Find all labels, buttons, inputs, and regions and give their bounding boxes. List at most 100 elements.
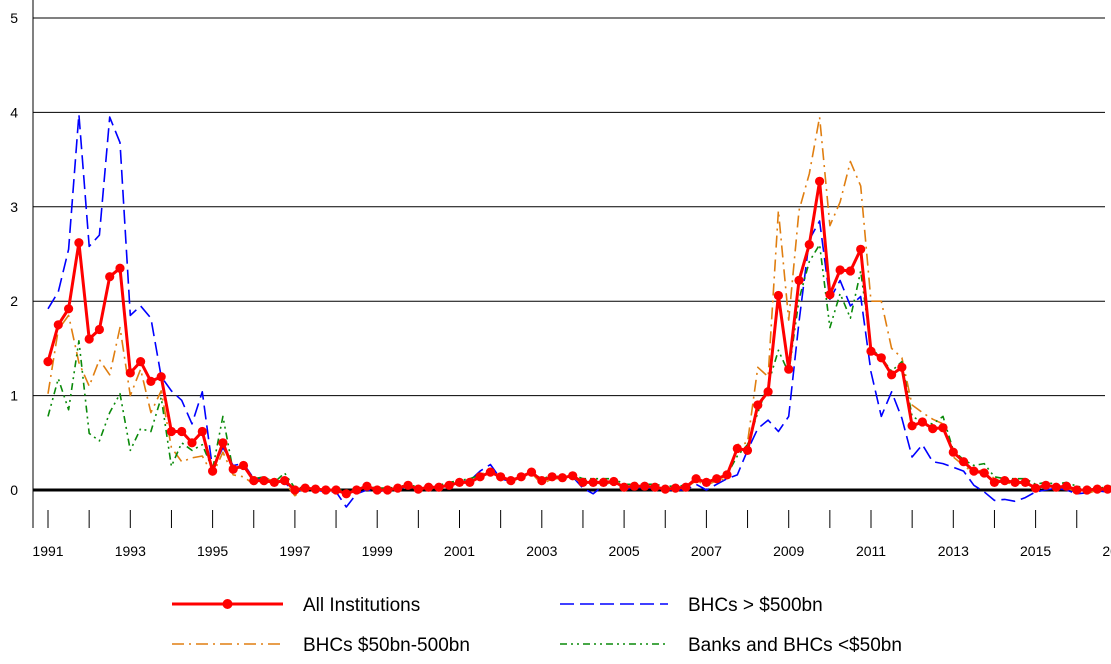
x-tick-label: 1997	[279, 543, 310, 559]
data-point	[876, 353, 886, 363]
data-point	[177, 426, 187, 437]
y-tick-label: 1	[10, 388, 18, 404]
y-tick-label: 4	[10, 104, 18, 120]
series-banks-and-bhcs-50bn	[47, 243, 1111, 491]
data-point	[969, 466, 979, 476]
x-tick-label: 2017	[1102, 543, 1111, 559]
data-point	[598, 477, 609, 487]
data-point	[341, 489, 351, 499]
data-point	[722, 470, 732, 480]
data-point	[444, 480, 454, 490]
data-point	[434, 482, 444, 492]
data-point	[928, 424, 938, 434]
grid-lines	[33, 17, 1105, 492]
data-point	[238, 460, 249, 471]
x-tick-label: 2007	[691, 543, 722, 559]
data-point	[269, 477, 279, 487]
y-tick-label: 2	[10, 293, 18, 309]
data-point	[84, 334, 94, 344]
data-point	[712, 474, 722, 484]
data-point	[280, 476, 290, 486]
data-point	[917, 417, 928, 427]
data-point	[393, 483, 403, 493]
data-point	[290, 485, 300, 495]
data-point	[660, 484, 670, 494]
legend-marker	[222, 599, 233, 609]
data-point	[650, 482, 660, 492]
data-point	[43, 357, 53, 367]
data-point	[887, 370, 897, 380]
data-point	[948, 447, 958, 457]
legend-item: BHCs $50bn-500bn	[172, 635, 470, 656]
data-point	[115, 263, 125, 273]
data-point	[310, 484, 321, 494]
data-point	[74, 238, 84, 248]
data-point	[249, 476, 259, 486]
x-tick-label: 2009	[773, 543, 804, 559]
data-point	[352, 485, 362, 495]
data-point	[629, 481, 640, 491]
legend-item: All Institutions	[172, 595, 420, 616]
x-tick-label: 2013	[938, 543, 969, 559]
data-point	[907, 421, 917, 431]
data-point	[753, 400, 763, 410]
data-point	[1041, 480, 1051, 490]
data-point	[763, 387, 773, 397]
x-tick-label: 2011	[856, 543, 886, 559]
data-point	[856, 244, 866, 254]
data-point	[208, 466, 218, 476]
data-point	[413, 484, 423, 494]
data-point	[166, 426, 176, 437]
legend-label: Banks and BHCs <$50bn	[688, 635, 902, 656]
data-point	[187, 438, 197, 448]
data-point	[403, 480, 413, 490]
data-point	[989, 477, 1000, 487]
data-point	[815, 176, 825, 186]
series-layer	[43, 113, 1111, 508]
data-point	[681, 482, 691, 492]
data-point	[228, 464, 238, 474]
data-point	[321, 485, 331, 495]
data-point	[516, 472, 526, 482]
x-axis: 1991 1993 1995 1997 1999 2001 2003 2005 2007 2009…	[32, 510, 1111, 559]
data-point	[959, 457, 969, 467]
data-point	[897, 362, 907, 372]
data-point	[691, 474, 701, 484]
y-axis: 0 1 2 3 4 5	[10, 0, 34, 528]
x-tick-label: 1999	[362, 543, 393, 559]
data-point	[1082, 485, 1092, 495]
data-point	[465, 477, 475, 487]
data-point	[197, 426, 207, 437]
data-point	[588, 477, 598, 487]
data-point	[496, 472, 506, 482]
data-point	[454, 477, 465, 487]
data-point	[218, 438, 228, 448]
legend: All Institutions BHCs > $500bn BHCs $50bn-…	[172, 595, 902, 656]
x-tick-label: 2003	[526, 543, 557, 559]
data-point	[804, 240, 814, 250]
data-point	[331, 485, 341, 495]
data-point	[1072, 485, 1082, 495]
data-point	[557, 473, 568, 483]
data-point	[640, 481, 650, 491]
data-point	[300, 483, 310, 493]
data-point	[424, 482, 434, 492]
data-point	[125, 368, 135, 378]
series-all-institutions	[43, 176, 1111, 499]
data-point	[372, 485, 382, 495]
legend-item: Banks and BHCs <$50bn	[560, 635, 902, 656]
data-point	[732, 443, 742, 454]
series-line	[46, 179, 1111, 496]
data-point	[136, 357, 146, 367]
series-line	[47, 243, 1111, 491]
data-point	[619, 482, 629, 492]
data-point	[1020, 477, 1030, 487]
y-tick-label: 3	[10, 199, 18, 215]
x-tick-label: 2005	[609, 543, 640, 559]
x-tick-label: 1995	[197, 543, 228, 559]
series-bhcs-500bn	[47, 113, 1111, 508]
data-point	[1103, 484, 1111, 494]
data-point	[64, 304, 74, 314]
data-point	[475, 472, 485, 482]
data-point	[146, 376, 156, 386]
